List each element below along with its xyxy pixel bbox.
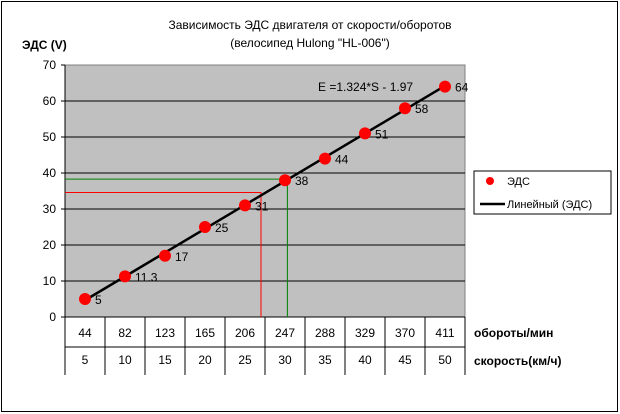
chart-subtitle: (велосипед Hulong "HL-006") (230, 36, 390, 50)
data-label: 51 (375, 127, 389, 141)
x-tick-label: 247 (275, 326, 295, 340)
data-label: 25 (215, 221, 229, 235)
x-tick-label: 329 (355, 326, 375, 340)
plot-area: 0 10 20 30 40 50 60 70 E =1.324*S - 1.97 5 11.3 17 2… (43, 58, 469, 324)
trendline-equation: E =1.324*S - 1.97 (318, 80, 413, 94)
y-tick-label: 0 (49, 310, 56, 324)
x-tick-label: 15 (158, 353, 172, 367)
data-point (239, 199, 251, 212)
x-tick-label: 45 (398, 353, 412, 367)
y-tick-label: 20 (43, 238, 57, 252)
x-tick-label: 82 (118, 326, 132, 340)
x-tick-label: 288 (315, 326, 335, 340)
legend: ЭДС Линейный (ЭДС) (473, 170, 612, 215)
x-tick-label: 35 (318, 353, 332, 367)
data-point (279, 174, 291, 187)
legend-label-scatter: ЭДС (507, 176, 530, 188)
data-label: 38 (295, 174, 309, 188)
trendline (84, 84, 446, 302)
data-point (439, 80, 451, 93)
x-tick-label: 20 (198, 353, 212, 367)
plot-background (64, 64, 466, 318)
y-tick-label: 30 (43, 202, 57, 216)
data-point (119, 270, 131, 283)
data-label: 64 (455, 81, 469, 95)
data-label: 44 (335, 153, 349, 167)
x-tick-label: 44 (78, 326, 92, 340)
x-tick-label: 5 (82, 353, 89, 367)
x-tick-label: 40 (358, 353, 372, 367)
y-tick-label: 40 (43, 166, 57, 180)
chart-title: Зависимость ЭДС двигателя от скорости/об… (168, 18, 451, 32)
y-tick-label: 10 (43, 274, 57, 288)
legend-label-trendline: Линейный (ЭДС) (507, 199, 592, 211)
x-tick-label: 370 (395, 326, 415, 340)
data-label: 11.3 (135, 270, 158, 284)
data-label: 58 (415, 102, 429, 116)
x-axis-table: 44 82 123 165 206 247 288 329 370 411 обороты/мин 5… (64, 317, 561, 375)
data-point (199, 221, 211, 233)
x-tick-label: 206 (235, 326, 255, 340)
x-tick-label: 25 (238, 353, 252, 367)
legend-box (473, 170, 612, 215)
x-tick-label: 123 (155, 326, 175, 340)
data-label: 31 (255, 199, 269, 213)
data-label: 17 (175, 250, 189, 264)
x-tick-label: 30 (278, 353, 292, 367)
x-tick-label: 10 (118, 353, 132, 367)
x-tick-label: 165 (195, 326, 215, 340)
data-point (359, 127, 371, 140)
legend-marker-scatter (486, 177, 494, 185)
y-tick-label: 60 (43, 94, 57, 108)
data-point (319, 152, 331, 165)
data-point (159, 249, 171, 262)
data-point (399, 102, 411, 115)
data-label: 5 (95, 293, 102, 307)
x-tick-label: 50 (438, 353, 452, 367)
x-tick-label: 411 (435, 326, 454, 340)
y-tick-label: 50 (43, 130, 57, 144)
data-point (79, 293, 91, 305)
guide-line-1 (65, 191, 262, 317)
y-tick-label: 70 (43, 58, 57, 72)
x-row-label: скорость(км/ч) (474, 354, 561, 368)
x-row-label: обороты/мин (474, 326, 553, 340)
y-axis-title: ЭДС (V) (22, 38, 67, 52)
